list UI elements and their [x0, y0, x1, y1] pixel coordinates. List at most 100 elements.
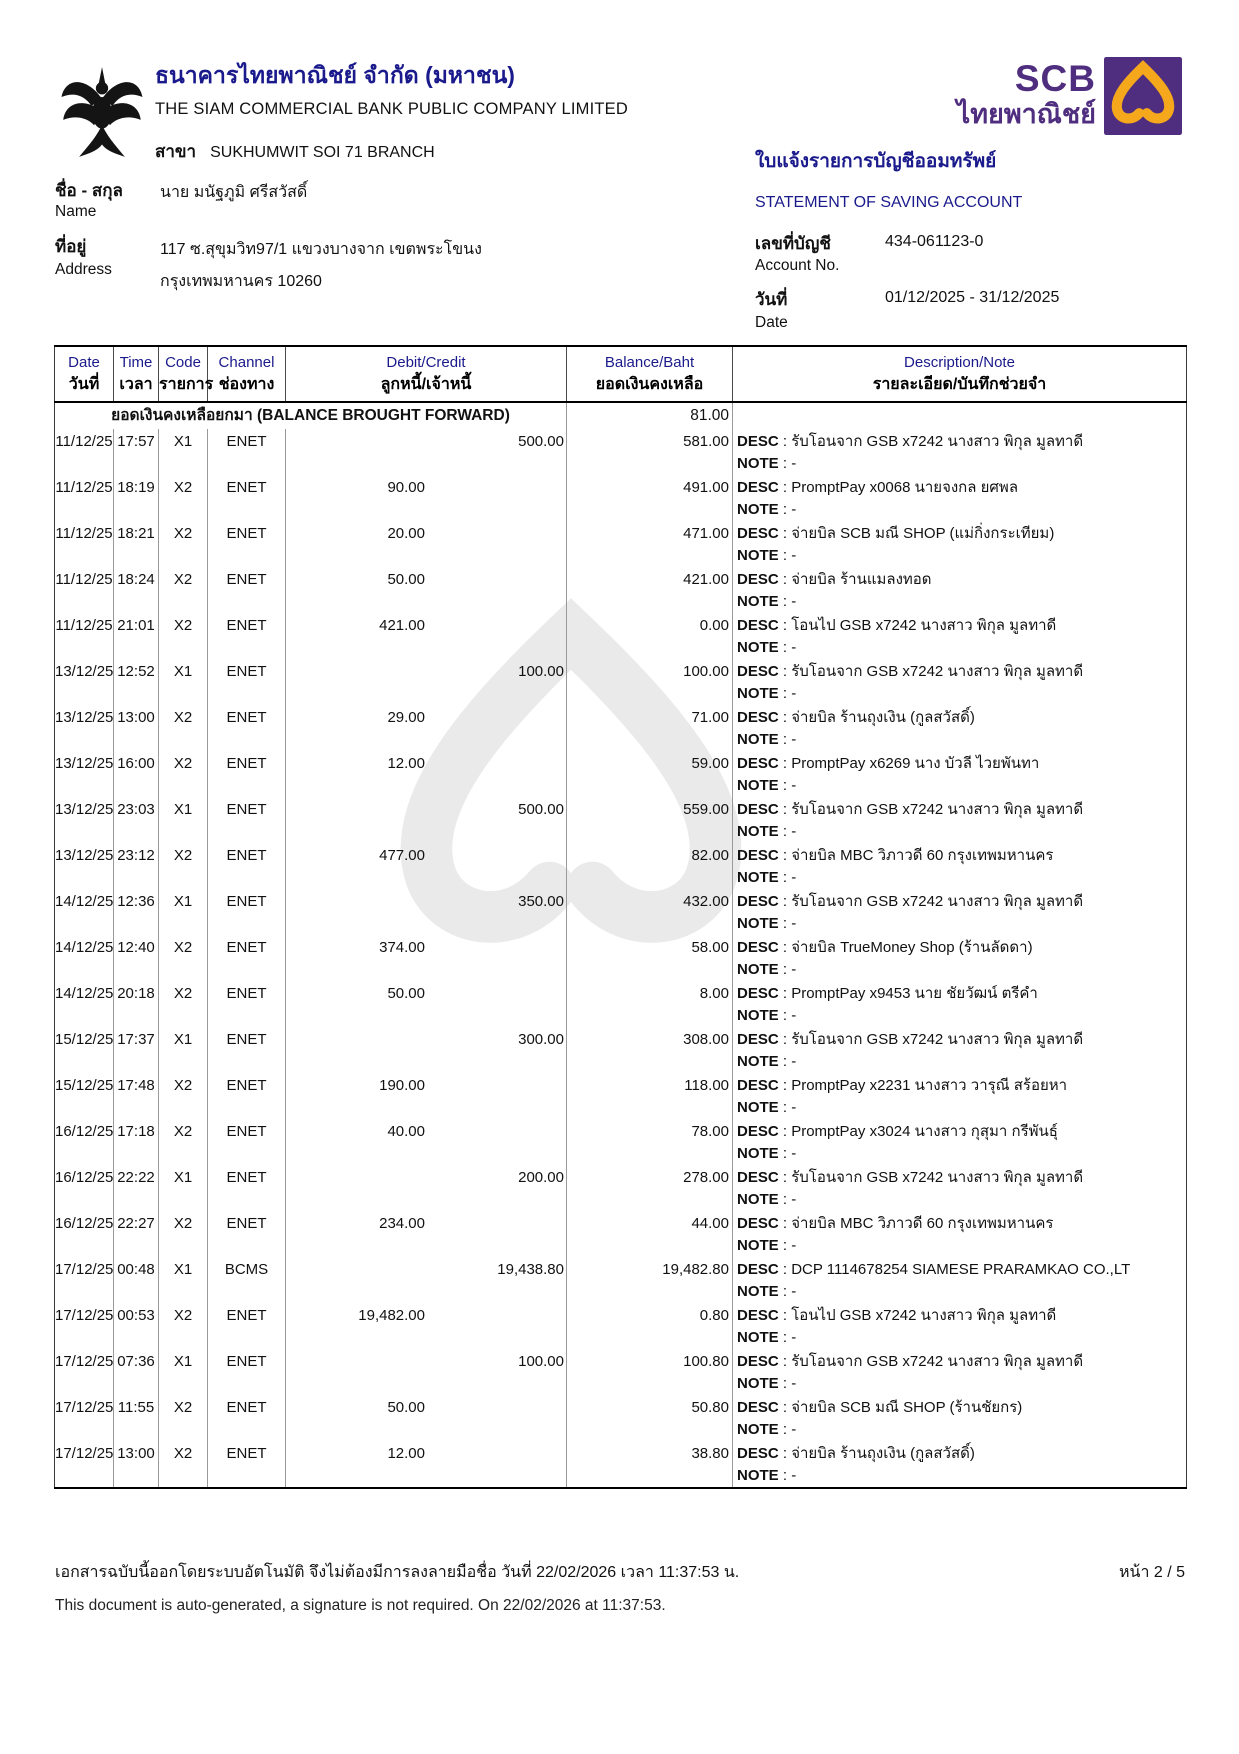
- cell-description: DESC : รับโอนจาก GSB x7242 นางสาว พิกุล …: [732, 1165, 1187, 1211]
- col-header-channel: Channel: [207, 346, 286, 372]
- cell-balance: 421.00: [566, 567, 733, 613]
- date-label-english: Date: [755, 314, 788, 331]
- cell-description: DESC : จ่ายบิล MBC วิภาวดี 60 กรุงเทพมหา…: [732, 1211, 1187, 1257]
- description-line: DESC : โอนไป GSB x7242 นางสาว พิกุล มูลท…: [737, 617, 1057, 634]
- debit-amount: 12.00: [387, 1445, 425, 1462]
- table-row: 16/12/25 22:27 X2 ENET 234.00 44.00 DESC…: [55, 1211, 1187, 1257]
- table-row: 13/12/25 23:03 X1 ENET 500.00 559.00 DES…: [55, 797, 1187, 843]
- cell-code: X2: [158, 1211, 208, 1257]
- cell-code: X2: [158, 567, 208, 613]
- debit-amount: [286, 1029, 425, 1051]
- cell-code: X1: [158, 1027, 208, 1073]
- description-line: DESC : โอนไป GSB x7242 นางสาว พิกุล มูลท…: [737, 1307, 1057, 1324]
- cell-date: 11/12/25: [55, 433, 113, 450]
- footer-auto-generated-thai: เอกสารฉบับนี้ออกโดยระบบอัตโนมัติ จึงไม่ต…: [55, 1564, 740, 1581]
- credit-amount: [425, 1075, 564, 1097]
- branch-label: สาขา: [155, 142, 197, 161]
- cell-time: 16:00: [113, 751, 159, 797]
- footer-auto-generated-english: This document is auto-generated, a signa…: [55, 1597, 666, 1614]
- cell-description: DESC : รับโอนจาก GSB x7242 นางสาว พิกุล …: [732, 659, 1187, 705]
- cell-channel: ENET: [207, 935, 286, 981]
- table-row: 15/12/25 17:37 X1 ENET 300.00 308.00 DES…: [55, 1027, 1187, 1073]
- table-row: 13/12/25 16:00 X2 ENET 12.00 59.00 DESC …: [55, 751, 1187, 797]
- cell-date: 11/12/25: [55, 571, 113, 588]
- cell-code: X2: [158, 475, 208, 521]
- cell-balance: 0.80: [566, 1303, 733, 1349]
- table-row: 15/12/25 17:48 X2 ENET 190.00 118.00 DES…: [55, 1073, 1187, 1119]
- cell-balance: 0.00: [566, 613, 733, 659]
- credit-amount: [425, 937, 564, 959]
- cell-code: X1: [158, 1257, 208, 1303]
- cell-channel: ENET: [207, 1027, 286, 1073]
- debit-amount: 40.00: [387, 1123, 425, 1140]
- name-label-thai: ชื่อ - สกุล: [55, 181, 123, 200]
- credit-amount: 200.00: [518, 1169, 564, 1186]
- cell-date: 13/12/25: [55, 755, 114, 772]
- statement-date-range: 01/12/2025 - 31/12/2025: [885, 289, 1060, 306]
- credit-amount: [425, 845, 564, 867]
- cell-description: DESC : โอนไป GSB x7242 นางสาว พิกุล มูลท…: [732, 1303, 1187, 1349]
- name-label-english: Name: [55, 203, 97, 220]
- col-header-balance-th: ยอดเงินคงเหลือ: [566, 372, 733, 403]
- description-line: DESC : รับโอนจาก GSB x7242 นางสาว พิกุล …: [737, 663, 1084, 680]
- cell-balance: 308.00: [566, 1027, 733, 1073]
- cell-debit-credit: 12.00: [285, 751, 567, 797]
- debit-amount: 20.00: [387, 525, 425, 542]
- col-header-date-th: วันที่: [54, 372, 114, 403]
- page-number: หน้า 2 / 5: [1118, 1564, 1185, 1581]
- table-row: 11/12/25 17:57 X1 ENET 500.00 581.00 DES…: [55, 429, 1187, 475]
- cell-date: 14/12/25: [55, 985, 114, 1002]
- cell-code: X2: [158, 705, 208, 751]
- cell-code: X2: [158, 751, 208, 797]
- note-line: NOTE : -: [737, 1237, 797, 1254]
- balance-brought-forward-row: ยอดเงินคงเหลือยกมา (BALANCE BROUGHT FORW…: [55, 402, 1187, 429]
- credit-amount: [425, 615, 564, 637]
- col-header-time: Time: [113, 346, 159, 372]
- col-header-debit-credit-th: ลูกหนี้/เจ้าหนี้: [285, 372, 567, 403]
- debit-amount: [286, 1259, 425, 1281]
- cell-balance: 559.00: [566, 797, 733, 843]
- cell-code: X2: [158, 981, 208, 1027]
- note-line: NOTE : -: [737, 1283, 797, 1300]
- cell-description: DESC : PromptPay x2231 นางสาว วารุณี สร้…: [732, 1073, 1187, 1119]
- table-header-row-english: Date Time Code Channel Debit/Credit Bala…: [55, 346, 1187, 372]
- cell-date: 15/12/25: [55, 1077, 114, 1094]
- cell-date: 15/12/25: [55, 1031, 114, 1048]
- description-line: DESC : จ่ายบิล SCB มณี SHOP (แม่กิ่งกระเ…: [737, 525, 1055, 542]
- cell-description: DESC : PromptPay x0068 นายจงกล ยศพล NOTE…: [732, 475, 1187, 521]
- cell-channel: ENET: [207, 751, 286, 797]
- cell-debit-credit: 200.00: [285, 1165, 567, 1211]
- cell-date: 14/12/25: [55, 939, 114, 956]
- credit-amount: [425, 707, 564, 729]
- note-line: NOTE : -: [737, 639, 797, 656]
- description-line: DESC : PromptPay x3024 นางสาว กุสุมา กรี…: [737, 1123, 1058, 1140]
- note-line: NOTE : -: [737, 1145, 797, 1162]
- credit-amount: 19,438.80: [497, 1261, 564, 1278]
- table-row: 14/12/25 20:18 X2 ENET 50.00 8.00 DESC :…: [55, 981, 1187, 1027]
- cell-time: 07:36: [113, 1349, 159, 1395]
- brought-forward-label: ยอดเงินคงเหลือยกมา (BALANCE BROUGHT FORW…: [111, 407, 510, 424]
- credit-amount: [425, 523, 564, 545]
- cell-description: DESC : จ่ายบิล ร้านถุงเงิน (กูลสวัสดิ์) …: [732, 705, 1187, 751]
- note-line: NOTE : -: [737, 961, 797, 978]
- brought-forward-desc: [732, 402, 1187, 429]
- cell-code: X2: [158, 1119, 208, 1165]
- description-line: DESC : รับโอนจาก GSB x7242 นางสาว พิกุล …: [737, 1031, 1084, 1048]
- cell-debit-credit: 190.00: [285, 1073, 567, 1119]
- cell-time: 18:21: [113, 521, 159, 567]
- description-line: DESC : จ่ายบิล ร้านถุงเงิน (กูลสวัสดิ์): [737, 709, 975, 726]
- cell-description: DESC : จ่ายบิล MBC วิภาวดี 60 กรุงเทพมหา…: [732, 843, 1187, 889]
- note-line: NOTE : -: [737, 685, 797, 702]
- table-row: 16/12/25 17:18 X2 ENET 40.00 78.00 DESC …: [55, 1119, 1187, 1165]
- cell-debit-credit: 50.00: [285, 981, 567, 1027]
- cell-code: X2: [158, 1303, 208, 1349]
- scb-logo-text: SCB: [1014, 58, 1096, 99]
- cell-code: X2: [158, 613, 208, 659]
- cell-debit-credit: 350.00: [285, 889, 567, 935]
- note-line: NOTE : -: [737, 869, 797, 886]
- cell-time: 11:55: [113, 1395, 159, 1441]
- debit-amount: 19,482.00: [358, 1307, 425, 1324]
- note-line: NOTE : -: [737, 1467, 797, 1484]
- credit-amount: [425, 477, 564, 499]
- cell-channel: ENET: [207, 1441, 286, 1488]
